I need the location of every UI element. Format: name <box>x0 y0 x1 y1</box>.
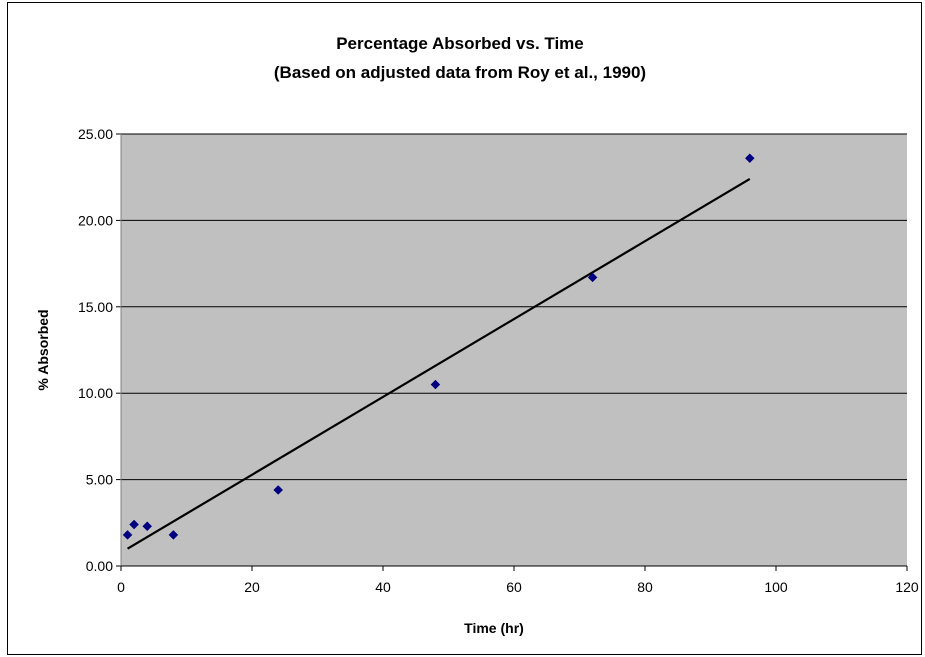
chart-canvas: Percentage Absorbed vs. Time (Based on a… <box>35 34 919 636</box>
data-point <box>273 485 284 495</box>
x-tick-label: 0 <box>117 579 125 595</box>
y-tick-label: 20.00 <box>78 212 113 228</box>
data-point <box>122 530 133 540</box>
trendline-layer <box>126 177 751 550</box>
data-point <box>744 153 755 164</box>
x-tick-label: 100 <box>764 579 788 595</box>
data-point <box>587 272 598 283</box>
axes <box>120 134 907 567</box>
data-points <box>122 153 755 540</box>
y-tick-labels: 0.00 5.00 10.00 15.00 20.00 25.00 <box>78 126 113 574</box>
x-tick-label: 20 <box>244 579 260 595</box>
trendline <box>126 177 751 550</box>
chart-subtitle: (Based on adjusted data from Roy et al.,… <box>274 63 646 82</box>
data-point <box>430 379 441 390</box>
x-tick-labels: 0 20 40 60 80 100 120 <box>117 579 919 595</box>
y-axis-label: % Absorbed <box>35 309 51 390</box>
chart-title: Percentage Absorbed vs. Time <box>336 34 584 53</box>
plot-area <box>121 134 907 566</box>
y-tick-label: 5.00 <box>86 472 113 488</box>
chart-frame: Percentage Absorbed vs. Time (Based on a… <box>7 2 922 655</box>
y-tick-label: 0.00 <box>86 558 113 574</box>
y-tick-label: 15.00 <box>78 299 113 315</box>
x-tick-label: 60 <box>506 579 522 595</box>
data-point <box>129 519 139 530</box>
x-axis-label: Time (hr) <box>464 620 524 636</box>
x-tick-label: 40 <box>375 579 391 595</box>
y-tick-label: 10.00 <box>78 385 113 401</box>
data-point <box>168 530 179 540</box>
x-tick-label: 120 <box>895 579 919 595</box>
data-point <box>142 521 153 532</box>
grid-lines <box>116 133 908 571</box>
y-tick-label: 25.00 <box>78 126 113 142</box>
x-tick-label: 80 <box>637 579 653 595</box>
